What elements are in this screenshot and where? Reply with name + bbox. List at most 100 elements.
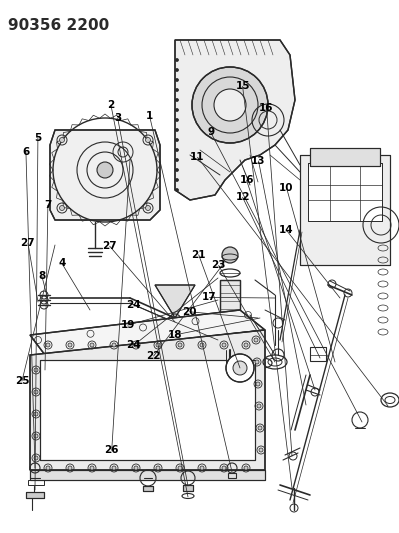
Polygon shape	[175, 40, 295, 200]
Circle shape	[176, 99, 178, 101]
Text: 13: 13	[251, 156, 266, 166]
Bar	[220, 280, 240, 335]
Circle shape	[178, 343, 182, 347]
Circle shape	[222, 343, 226, 347]
Text: 9: 9	[207, 127, 214, 137]
Circle shape	[176, 179, 178, 182]
Circle shape	[176, 158, 178, 161]
Text: 21: 21	[192, 250, 206, 260]
Bar	[300, 155, 390, 265]
Bar	[308, 163, 382, 221]
Bar	[40, 360, 255, 460]
Circle shape	[176, 189, 178, 191]
Circle shape	[200, 466, 204, 470]
Text: 11: 11	[190, 152, 205, 162]
Text: 8: 8	[38, 271, 45, 281]
Text: 1: 1	[146, 111, 153, 121]
Polygon shape	[30, 310, 265, 355]
Circle shape	[255, 360, 259, 364]
Circle shape	[59, 138, 65, 142]
Circle shape	[178, 466, 182, 470]
Text: 24: 24	[126, 341, 141, 350]
Text: 20: 20	[182, 307, 197, 317]
Circle shape	[156, 466, 160, 470]
Circle shape	[176, 118, 178, 122]
Bar	[300, 155, 390, 265]
Bar	[26, 492, 44, 498]
Circle shape	[258, 426, 262, 430]
Bar	[183, 485, 193, 491]
Text: 26: 26	[105, 446, 119, 455]
Text: 25: 25	[15, 376, 29, 386]
Circle shape	[214, 89, 246, 121]
Text: 16: 16	[239, 175, 254, 185]
Polygon shape	[30, 470, 265, 480]
Circle shape	[176, 128, 178, 132]
Circle shape	[68, 466, 72, 470]
Circle shape	[257, 404, 261, 408]
Bar	[40, 360, 255, 460]
Circle shape	[34, 390, 38, 394]
Circle shape	[222, 247, 238, 263]
Text: 22: 22	[146, 351, 161, 361]
Polygon shape	[50, 130, 160, 220]
Circle shape	[34, 434, 38, 438]
Circle shape	[176, 149, 178, 151]
Circle shape	[226, 354, 254, 382]
Circle shape	[176, 109, 178, 111]
Circle shape	[254, 338, 258, 342]
Circle shape	[176, 78, 178, 82]
Circle shape	[34, 368, 38, 372]
Circle shape	[244, 343, 248, 347]
Circle shape	[192, 67, 268, 143]
Circle shape	[146, 206, 150, 211]
Circle shape	[200, 343, 204, 347]
Bar	[310, 148, 380, 166]
Circle shape	[146, 138, 150, 142]
Circle shape	[59, 206, 65, 211]
Polygon shape	[30, 330, 265, 470]
Circle shape	[112, 343, 116, 347]
Circle shape	[176, 88, 178, 92]
Text: 5: 5	[34, 133, 41, 142]
Circle shape	[90, 343, 94, 347]
Bar	[310, 148, 380, 166]
Text: 27: 27	[103, 241, 117, 251]
Bar	[26, 492, 44, 498]
Text: 24: 24	[126, 300, 141, 310]
Text: 4: 4	[58, 259, 65, 268]
Text: 3: 3	[114, 114, 121, 123]
Text: 23: 23	[211, 261, 226, 270]
Circle shape	[244, 466, 248, 470]
Circle shape	[68, 343, 72, 347]
Text: 16: 16	[259, 103, 274, 112]
Bar	[308, 163, 382, 221]
Circle shape	[259, 448, 263, 452]
Circle shape	[176, 168, 178, 172]
Text: 17: 17	[202, 293, 217, 302]
Circle shape	[172, 317, 178, 323]
Circle shape	[176, 139, 178, 141]
Text: 90356 2200: 90356 2200	[8, 18, 109, 33]
Text: 14: 14	[279, 225, 294, 235]
Circle shape	[256, 382, 260, 386]
Bar	[228, 473, 236, 478]
Bar	[143, 486, 153, 491]
Bar	[28, 480, 44, 485]
Text: 19: 19	[120, 320, 135, 330]
Circle shape	[233, 361, 247, 375]
Circle shape	[176, 59, 178, 61]
Text: 2: 2	[107, 100, 115, 110]
Text: 12: 12	[235, 192, 250, 202]
Circle shape	[134, 466, 138, 470]
Circle shape	[222, 466, 226, 470]
Circle shape	[97, 162, 113, 178]
Text: 18: 18	[168, 330, 183, 340]
Circle shape	[34, 412, 38, 416]
Circle shape	[134, 343, 138, 347]
Text: 15: 15	[235, 82, 250, 91]
Bar	[183, 485, 193, 491]
Bar	[143, 486, 153, 491]
Circle shape	[90, 466, 94, 470]
Circle shape	[46, 343, 50, 347]
